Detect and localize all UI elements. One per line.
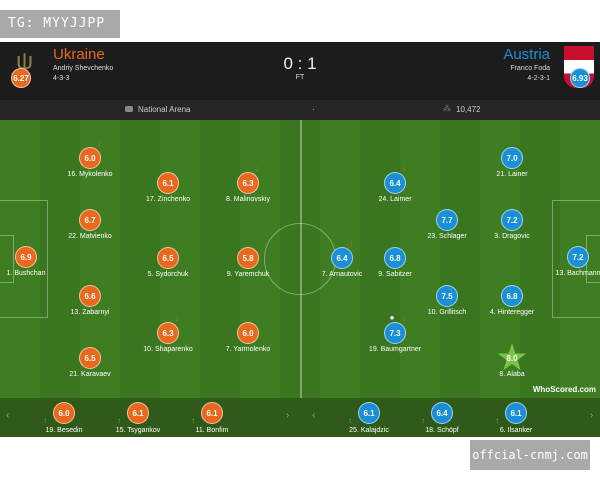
venue: National Arena bbox=[138, 105, 191, 114]
player-name[interactable]: 10. Shaparenko bbox=[143, 346, 193, 353]
stadium-icon bbox=[125, 106, 133, 112]
player-name[interactable]: 16. Mykolenko bbox=[67, 171, 113, 178]
player-rating[interactable]: 7.2 bbox=[567, 246, 589, 268]
player-name[interactable]: 8. Alaba bbox=[499, 371, 525, 378]
player-rating[interactable]: 5.8 bbox=[237, 247, 259, 269]
match-header: ψ 6.27 Ukraine Andriy Shevchenko 4-3-3 0… bbox=[0, 42, 600, 100]
player-rating[interactable]: 6.0 bbox=[237, 322, 259, 344]
sub-name[interactable]: 15. Tsygankov bbox=[115, 427, 161, 434]
sub-off-arrow-icon: ↓ bbox=[402, 164, 406, 173]
sub-name[interactable]: 19. Besedin bbox=[45, 427, 83, 434]
sub-rating[interactable]: 6.0 bbox=[53, 402, 75, 424]
sub-off-arrow-icon: ↓ bbox=[255, 164, 259, 173]
home-subs-next-button[interactable]: › bbox=[286, 410, 290, 421]
player-name[interactable]: 1. Bushchan bbox=[6, 270, 46, 277]
sub-rating[interactable]: 6.4 bbox=[431, 402, 453, 424]
player-name[interactable]: 13. Bachmann bbox=[555, 270, 600, 277]
player-name[interactable]: 4. Hinteregger bbox=[489, 309, 535, 316]
player-name[interactable]: 8. Malinovskiy bbox=[226, 196, 270, 203]
sub-name[interactable]: 25. Kalajdzic bbox=[349, 427, 389, 434]
away-subs-next-button[interactable]: › bbox=[590, 410, 594, 421]
player-rating[interactable]: 6.4 bbox=[384, 172, 406, 194]
sub-name[interactable]: 18. Schöpf bbox=[425, 427, 459, 434]
player-name[interactable]: 23. Schlager bbox=[427, 233, 467, 240]
player-name[interactable]: 21. Lainer bbox=[496, 171, 528, 178]
sub-rating[interactable]: 6.1 bbox=[127, 402, 149, 424]
player-name[interactable]: 17. Zinchenko bbox=[146, 196, 190, 203]
home-manager: Andriy Shevchenko bbox=[53, 65, 114, 72]
player-rating[interactable]: 7.7 bbox=[436, 209, 458, 231]
player-rating[interactable]: 6.0 bbox=[79, 147, 101, 169]
away-team-rating: 6.93 bbox=[570, 68, 590, 88]
home-subs-prev-button[interactable]: ‹ bbox=[6, 410, 10, 421]
sub-off-arrow-icon: ↓ bbox=[97, 139, 101, 148]
player-rating[interactable]: 6.5 bbox=[79, 347, 101, 369]
player-name[interactable]: 13. Zabarnyi bbox=[70, 309, 110, 316]
substitutes-bar: ‹ › ‹ › 6.0 ↑ 19. Besedin 6.1 ↑ 15. Tsygankov… bbox=[0, 398, 600, 437]
match-status: FT bbox=[295, 74, 305, 81]
sub-on-arrow-icon: ↑ bbox=[348, 416, 352, 425]
home-team-name[interactable]: Ukraine bbox=[53, 46, 105, 63]
away-manager: Franco Foda bbox=[510, 65, 550, 72]
whoscored-logo: WhoScored.com bbox=[532, 385, 596, 394]
away-formation: 4-2-3-1 bbox=[527, 75, 550, 82]
sub-off-arrow-icon: ↓ bbox=[349, 239, 353, 248]
player-rating[interactable]: 7.5 bbox=[436, 285, 458, 307]
player-name[interactable]: 7. Arnautovic bbox=[321, 271, 363, 278]
player-rating[interactable]: 7.0 bbox=[501, 147, 523, 169]
sub-rating[interactable]: 6.1 bbox=[201, 402, 223, 424]
player-rating[interactable]: 6.3 bbox=[157, 322, 179, 344]
player-rating[interactable]: 6.8 bbox=[384, 247, 406, 269]
pitch: WhoScored.com 6.9 1. Bushchan 6.0 16. Mykol… bbox=[0, 120, 600, 398]
player-name[interactable]: 19. Baumgartner bbox=[368, 346, 422, 353]
left-penalty-box bbox=[0, 200, 48, 318]
center-circle bbox=[264, 223, 336, 295]
sub-off-arrow-icon: ↓ bbox=[175, 314, 179, 323]
player-name[interactable]: 3. Dragovic bbox=[494, 233, 530, 240]
away-team-name[interactable]: Austria bbox=[503, 46, 550, 63]
player-name[interactable]: 22. Matvienko bbox=[68, 233, 112, 240]
watermark-bottom: offcial-cnmj.com bbox=[470, 440, 590, 470]
sub-on-arrow-icon: ↑ bbox=[191, 416, 195, 425]
sub-on-arrow-icon: ↑ bbox=[43, 416, 47, 425]
player-rating[interactable]: 6.7 bbox=[79, 209, 101, 231]
player-name[interactable]: 7. Yarmolenko bbox=[225, 346, 271, 353]
score: 0 : 1 bbox=[283, 54, 317, 73]
sub-name[interactable]: 6. Ilsanker bbox=[499, 427, 533, 434]
sub-name[interactable]: 11. Bonfim bbox=[195, 427, 229, 434]
player-name[interactable]: 24. Laimer bbox=[378, 196, 412, 203]
player-rating[interactable]: 6.9 bbox=[15, 246, 37, 268]
goal-ball-icon: ● bbox=[389, 313, 395, 322]
away-subs-prev-button[interactable]: ‹ bbox=[312, 410, 316, 421]
watermark-top: TG: MYYJJPP bbox=[0, 10, 120, 38]
sub-off-arrow-icon: ↓ bbox=[402, 314, 406, 323]
player-name[interactable]: 21. Karavaev bbox=[69, 371, 111, 378]
home-team-rating: 6.27 bbox=[11, 68, 31, 88]
separator: · bbox=[312, 105, 315, 114]
sub-rating[interactable]: 6.1 bbox=[505, 402, 527, 424]
attendance: 10,472 bbox=[456, 105, 481, 114]
sub-on-arrow-icon: ↑ bbox=[495, 416, 499, 425]
player-name[interactable]: 9. Sabitzer bbox=[378, 271, 412, 278]
right-penalty-box bbox=[552, 200, 600, 318]
attendance-icon: ⁂ bbox=[443, 104, 451, 113]
sub-on-arrow-icon: ↑ bbox=[421, 416, 425, 425]
player-name[interactable]: 9. Yaremchuk bbox=[226, 271, 270, 278]
player-rating[interactable]: 7.3 bbox=[384, 322, 406, 344]
player-rating[interactable]: 6.6 bbox=[79, 285, 101, 307]
player-rating[interactable]: 6.3 bbox=[237, 172, 259, 194]
player-name[interactable]: 5. Sydorchuk bbox=[147, 271, 189, 278]
sub-rating[interactable]: 6.1 bbox=[358, 402, 380, 424]
player-rating[interactable]: 6.1 bbox=[157, 172, 179, 194]
home-formation: 4-3-3 bbox=[53, 75, 70, 82]
player-rating[interactable]: 6.8 bbox=[501, 285, 523, 307]
player-rating[interactable]: 7.2 bbox=[501, 209, 523, 231]
player-rating-star[interactable]: 8.0 bbox=[497, 343, 527, 371]
player-name[interactable]: 10. Grillitsch bbox=[427, 309, 467, 316]
player-rating[interactable]: 6.4 bbox=[331, 247, 353, 269]
sub-on-arrow-icon: ↑ bbox=[117, 416, 121, 425]
match-info-bar: National Arena · ⁂ 10,472 bbox=[0, 100, 600, 120]
left-goal-box bbox=[0, 235, 14, 283]
player-rating[interactable]: 6.5 bbox=[157, 247, 179, 269]
